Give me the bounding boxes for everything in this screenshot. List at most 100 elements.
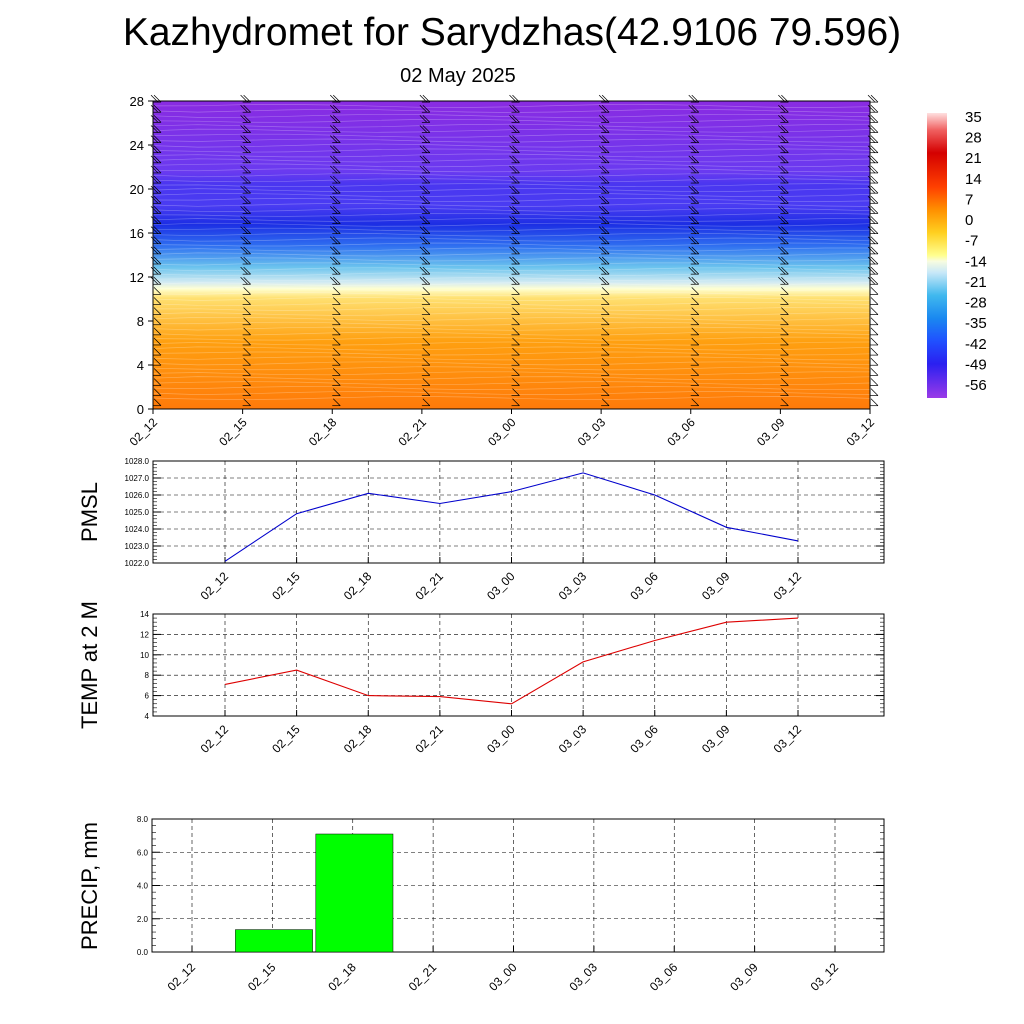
wind-barb-flag (150, 165, 159, 174)
x-tick-label: 03_12 (844, 415, 878, 449)
wind-barb-flag (781, 347, 789, 356)
x-tick-label: 03_00 (484, 569, 518, 603)
wind-barb-flag (781, 155, 789, 164)
wind-barb (150, 115, 162, 123)
wind-barb-flag (150, 175, 159, 184)
contour-line (152, 178, 871, 183)
wind-barb-flag (778, 277, 786, 285)
wind-barb-flag (240, 266, 248, 275)
colorbar (927, 113, 947, 398)
wind-barb-flag (333, 266, 341, 275)
contour-line (152, 113, 871, 118)
wind-barb-flag (601, 357, 610, 366)
wind-barb-flag (778, 165, 786, 174)
y-tick-label: 14 (140, 610, 149, 619)
wind-barb (509, 135, 520, 143)
x-tick-label: 03_03 (556, 722, 590, 756)
contour-line (152, 153, 871, 158)
wind-barb-flag (512, 196, 520, 204)
wind-barb (867, 196, 879, 204)
wind-barb-flag (870, 135, 879, 143)
wind-barb (419, 246, 431, 255)
wind-barb (870, 388, 879, 396)
wind-barb-flag (422, 287, 431, 295)
contour-line (152, 346, 871, 351)
x-tick-label: 03_00 (486, 960, 520, 994)
wind-barb-flag (870, 297, 879, 305)
temp-line (224, 617, 799, 705)
wind-barb-flag (867, 185, 876, 194)
wind-barb-flag (688, 236, 696, 245)
wind-barb-flag (243, 256, 251, 265)
precip-bar (235, 929, 313, 953)
wind-barb-flag (512, 135, 520, 143)
y-tick-label: 16 (130, 226, 144, 241)
wind-barb-flag (512, 297, 520, 305)
wind-barb-flag (153, 327, 162, 336)
wind-barb-flag (419, 216, 428, 224)
wind-barb-flag (150, 206, 159, 214)
wind-barb-flag (153, 196, 162, 204)
wind-barb (419, 277, 431, 285)
wind-barb-flag (512, 175, 520, 184)
wind-barb-flag (867, 145, 876, 153)
contour-line (152, 282, 871, 287)
wind-barb-flag (601, 327, 610, 336)
x-tick-label: 02_15 (269, 569, 303, 603)
wind-barb-flag (243, 145, 251, 153)
wind-barb-flag (153, 368, 162, 376)
wind-barb (601, 357, 610, 366)
wind-barb (332, 388, 341, 396)
contour-line (152, 252, 871, 257)
wind-barb (780, 398, 789, 407)
wind-barb-flag (153, 175, 162, 184)
contour-line (152, 232, 871, 237)
wind-barb-flag (691, 115, 699, 123)
wind-barb-flag (867, 115, 876, 123)
wind-barb-flag (867, 196, 876, 204)
wind-barb (242, 337, 251, 346)
colorbar-label: 7 (965, 191, 973, 208)
wind-barb (688, 175, 699, 184)
wind-barb-flag (330, 175, 338, 184)
x-tick-label: 02_21 (406, 960, 440, 994)
wind-barb-flag (870, 196, 879, 204)
colorbar-label: -42 (965, 336, 987, 353)
wind-barb-flag (512, 145, 520, 153)
wind-barb (509, 246, 520, 255)
wind-barb-flag (781, 226, 789, 234)
wind-barb (780, 347, 789, 356)
wind-barb-flag (778, 135, 786, 143)
wind-barb-flag (598, 206, 607, 214)
wind-barb-flag (509, 145, 517, 153)
wind-barb-flag (153, 165, 162, 174)
wind-barb (509, 165, 520, 174)
wind-barb (421, 378, 431, 386)
wind-barb-flag (691, 145, 699, 153)
wind-barb-flag (601, 155, 610, 164)
wind-barb (688, 104, 699, 113)
wind-barb-flag (688, 277, 696, 285)
wind-barb-flag (333, 327, 341, 336)
x-tick-label: 03_06 (627, 569, 661, 603)
wind-barb (688, 165, 699, 174)
wind-barb-flag (240, 104, 248, 113)
wind-barb (419, 145, 431, 154)
wind-barb-flag (153, 104, 162, 113)
wind-barb-flag (691, 317, 699, 325)
wind-barb-flag (333, 347, 341, 356)
wind-barb (150, 145, 162, 154)
wind-barb (242, 398, 251, 407)
contour-line (152, 376, 871, 381)
x-tick-label: 03_09 (727, 960, 761, 994)
wind-barb-flag (422, 175, 431, 184)
wind-barb (511, 287, 520, 295)
wind-barb (421, 368, 431, 376)
wind-barb-flag (422, 196, 431, 204)
wind-barb (867, 165, 879, 174)
wind-barb-flag (150, 226, 159, 234)
wind-barb (242, 307, 251, 315)
y-axis-label: PRECIP, mm (77, 822, 102, 950)
wind-barb-flag (691, 125, 699, 133)
wind-barb (867, 104, 879, 113)
